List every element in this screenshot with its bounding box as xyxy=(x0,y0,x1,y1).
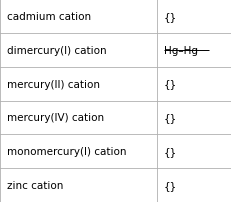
Text: cadmium cation: cadmium cation xyxy=(7,12,91,22)
Text: {}: {} xyxy=(163,146,176,157)
Text: monomercury(I) cation: monomercury(I) cation xyxy=(7,146,126,157)
Text: {}: {} xyxy=(163,79,176,89)
Text: zinc cation: zinc cation xyxy=(7,180,63,190)
Text: mercury(II) cation: mercury(II) cation xyxy=(7,79,100,89)
Text: {}: {} xyxy=(163,180,176,190)
Text: mercury(IV) cation: mercury(IV) cation xyxy=(7,113,104,123)
Text: {}: {} xyxy=(163,113,176,123)
Text: Hg–Hg: Hg–Hg xyxy=(163,45,197,56)
Text: {}: {} xyxy=(163,12,176,22)
Text: dimercury(I) cation: dimercury(I) cation xyxy=(7,45,106,56)
